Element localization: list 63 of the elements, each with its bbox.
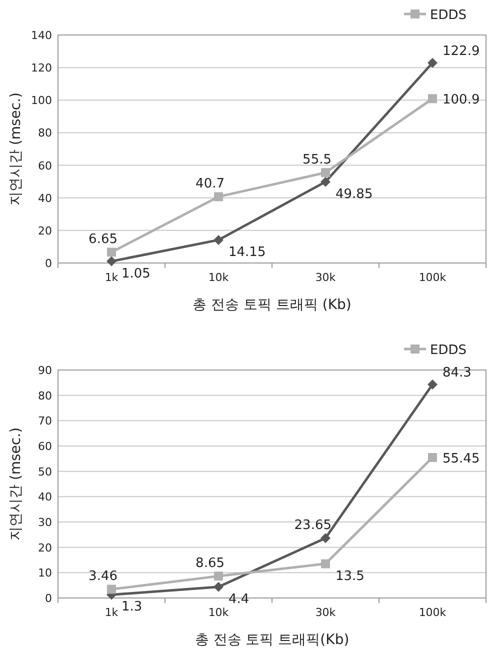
y-tick-label: 140	[31, 29, 52, 42]
data-label: 13.5	[336, 568, 364, 584]
point	[107, 584, 116, 594]
data-label: 23.65	[294, 518, 332, 534]
y-tick-label: 20	[38, 224, 52, 238]
x-tick-label: 1k	[104, 606, 119, 619]
y-tick-label: 60	[38, 159, 52, 172]
point	[214, 192, 223, 202]
y-axis-title: 지연시간 (msec.)	[8, 92, 24, 206]
point	[214, 234, 224, 245]
x-tick-label: 10k	[208, 606, 230, 619]
x-tick-label: 100k	[418, 606, 447, 619]
legend-label: EDDS	[430, 343, 466, 358]
data-label: 40.7	[196, 176, 224, 192]
x-tick-label: 30k	[315, 271, 336, 284]
point	[321, 559, 330, 568]
data-label: 84.3	[442, 365, 472, 380]
data-label: 1.3	[122, 600, 142, 615]
data-label: 49.85	[336, 186, 373, 202]
data-label: 4.4	[228, 592, 250, 607]
y-tick-label: 0	[45, 257, 52, 270]
x-tick-label: 1k	[104, 271, 119, 284]
y-tick-label: 100	[31, 94, 52, 108]
point	[107, 248, 116, 257]
data-label: 6.65	[88, 232, 118, 248]
y-tick-label: 50	[38, 465, 52, 478]
y-tick-label: 10	[38, 566, 52, 580]
data-label: 122.9	[442, 44, 480, 59]
data-label: 100.9	[442, 92, 480, 108]
point	[428, 453, 437, 462]
point	[106, 256, 116, 266]
point	[214, 572, 223, 581]
y-tick-label: 70	[38, 414, 52, 428]
data-label: 8.65	[196, 556, 224, 572]
point	[428, 379, 438, 390]
legend-label: EDDS	[430, 8, 466, 23]
y-axis-title: 지연시간 (msec.)	[8, 427, 24, 541]
point	[428, 94, 437, 104]
y-tick-label: 0	[45, 592, 52, 605]
y-tick-label: 90	[38, 364, 52, 377]
data-label: 55.5	[302, 152, 332, 168]
data-label: 1.05	[122, 266, 150, 282]
x-tick-label: 10k	[208, 271, 230, 284]
point	[320, 533, 330, 544]
x-axis-title: 총 전송 토픽 트래픽(Kb)	[194, 632, 350, 648]
x-tick-label: 100k	[418, 271, 447, 284]
data-label: 14.15	[228, 244, 266, 260]
point	[428, 58, 438, 68]
point	[320, 176, 330, 187]
y-tick-label: 30	[38, 516, 52, 529]
x-tick-label: 30k	[315, 606, 336, 619]
y-tick-label: 120	[31, 62, 52, 75]
data-label: 55.45	[442, 452, 480, 467]
y-tick-label: 80	[38, 126, 52, 140]
y-tick-label: 60	[38, 440, 52, 453]
point	[321, 168, 330, 178]
y-tick-label: 40	[38, 192, 52, 205]
y-tick-label: 80	[38, 389, 52, 402]
data-label: 3.46	[88, 569, 118, 584]
point	[214, 582, 224, 592]
y-tick-label: 20	[38, 541, 52, 554]
x-axis-title: 총 전송 토픽 트래픽 (Kb)	[192, 297, 352, 313]
y-tick-label: 40	[38, 490, 52, 504]
